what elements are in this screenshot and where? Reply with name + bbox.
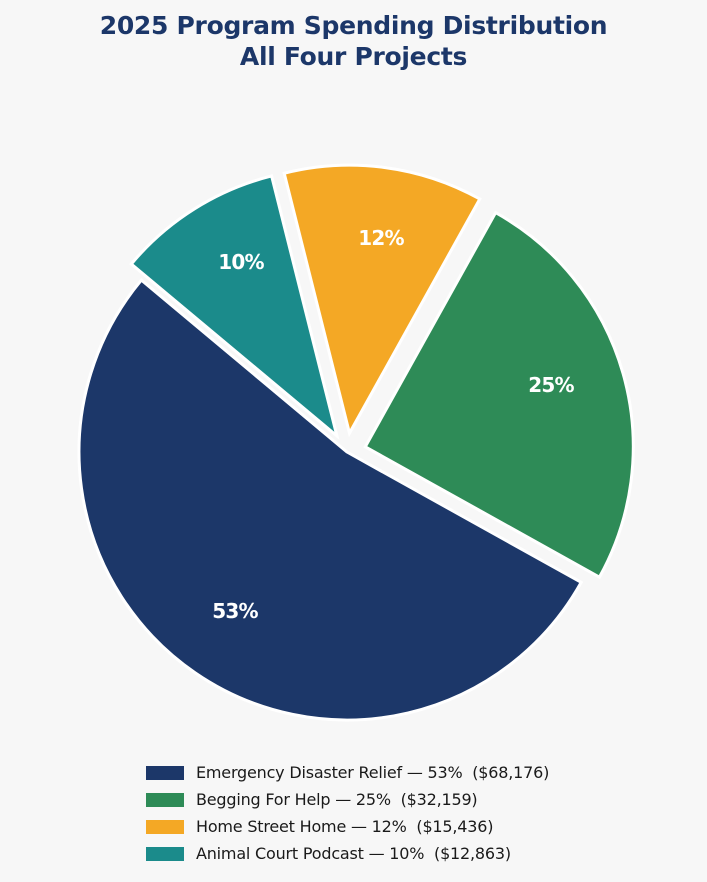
- pie-slice-emergency-disaster-relief: [77, 277, 584, 722]
- legend-item-home-street-home: Home Street Home — 12% ($15,436): [146, 813, 549, 840]
- legend-item-begging-for-help: Begging For Help — 25% ($32,159): [146, 786, 549, 813]
- legend-item-emergency-disaster-relief: Emergency Disaster Relief — 53% ($68,176…: [146, 759, 549, 786]
- legend-swatch: [146, 819, 184, 834]
- legend-item-animal-court-podcast: Animal Court Podcast — 10% ($12,863): [146, 840, 549, 867]
- legend: Emergency Disaster Relief — 53% ($68,176…: [146, 759, 549, 867]
- pie-slice-animal-court-podcast: [129, 174, 340, 441]
- pie-slice-home-street-home: [282, 163, 482, 438]
- slice-label-emergency-disaster-relief: 53%: [212, 599, 258, 623]
- pie-slices: [77, 163, 635, 722]
- slice-label-animal-court-podcast: 10%: [218, 250, 264, 274]
- legend-label: Animal Court Podcast — 10% ($12,863): [196, 844, 511, 863]
- legend-label: Emergency Disaster Relief — 53% ($68,176…: [196, 763, 550, 782]
- legend-swatch: [146, 765, 184, 780]
- pie-slice-begging-for-help: [363, 210, 635, 580]
- legend-label: Home Street Home — 12% ($15,436): [196, 817, 494, 836]
- chart-subtitle: All Four Projects: [239, 42, 468, 71]
- legend-swatch: [146, 792, 184, 807]
- chart-title-line1: 2025 Program Spending Distribution: [99, 11, 608, 40]
- legend-swatch: [146, 846, 184, 861]
- chart-title: 2025 Program Spending Distribution All F…: [0, 10, 707, 72]
- pie-labels: 53% 25% 12% 10%: [212, 226, 575, 623]
- slice-label-begging-for-help: 25%: [528, 373, 574, 397]
- legend-label: Begging For Help — 25% ($32,159): [196, 790, 478, 809]
- pie-chart: 53% 25% 12% 10%: [77, 163, 635, 722]
- slice-label-home-street-home: 12%: [358, 226, 404, 250]
